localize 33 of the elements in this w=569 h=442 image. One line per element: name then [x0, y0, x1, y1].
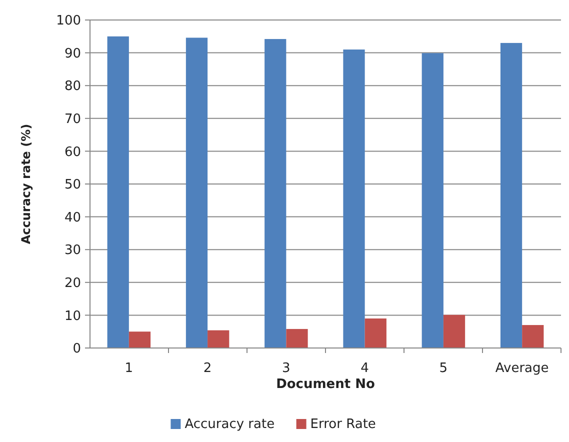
bar — [208, 330, 230, 348]
bar — [264, 39, 286, 348]
x-tick-label: 2 — [203, 361, 212, 376]
y-tick-label: 50 — [64, 178, 81, 193]
legend-label: Error Rate — [310, 417, 376, 432]
y-tick-label: 40 — [64, 210, 81, 226]
bar — [343, 50, 365, 348]
y-tick-label: 10 — [64, 308, 81, 324]
y-tick-label: 100 — [56, 14, 81, 29]
bar — [500, 42, 522, 348]
y-tick-label: 60 — [64, 144, 81, 160]
x-tick-label: 5 — [439, 361, 448, 376]
x-tick-label: 4 — [360, 361, 369, 376]
bar — [128, 332, 151, 348]
bar — [186, 38, 208, 348]
x-tick-label: 3 — [282, 361, 290, 376]
x-tick-label: Average — [495, 361, 549, 376]
bar — [422, 53, 444, 348]
bar — [522, 325, 544, 348]
y-tick-label: 0 — [72, 342, 81, 357]
y-tick-label: 70 — [64, 112, 81, 127]
y-tick-label: 80 — [64, 79, 81, 94]
y-tick-label: 30 — [64, 243, 81, 258]
x-tick-label: 1 — [124, 361, 134, 376]
legend-label: Accuracy rate — [184, 417, 275, 432]
bar — [107, 36, 129, 348]
bar — [443, 314, 466, 348]
bar — [364, 318, 386, 348]
y-tick-label: 90 — [64, 46, 81, 62]
y-axis-title: Accuracy rate (%) — [19, 124, 33, 244]
bar — [286, 328, 308, 348]
x-axis-title: Document No — [276, 377, 375, 392]
y-tick-label: 20 — [64, 276, 81, 291]
